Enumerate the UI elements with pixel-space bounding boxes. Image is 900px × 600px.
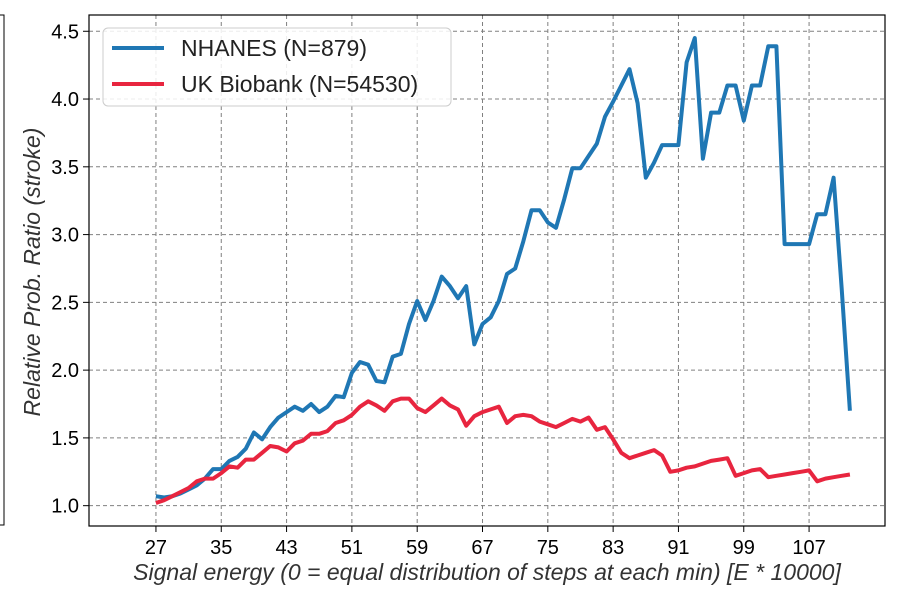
neighbor-axis-edge <box>0 14 5 526</box>
x-tick-label: 27 <box>145 537 167 559</box>
legend-label: NHANES (N=879) <box>181 35 367 61</box>
y-tick-label: 3.0 <box>51 225 79 247</box>
x-tick-label: 67 <box>471 537 493 559</box>
tick-labels: 27 35 43 51 59 67 75 83 91 99 107 1.0 1.5 2.0 2.5 3.0 3.… <box>51 21 826 559</box>
x-tick-label: 43 <box>275 537 297 559</box>
series-line-uk-biobank <box>155 396 851 505</box>
legend-box <box>102 27 452 107</box>
y-tick-label: 4.0 <box>51 89 79 111</box>
series-lines <box>155 36 852 505</box>
ticks <box>83 30 810 532</box>
x-tick-label: 91 <box>667 537 689 559</box>
y-tick-label: 1.0 <box>51 496 79 518</box>
plot-frame <box>88 14 886 527</box>
x-axis-label: Signal energy (0 = equal distribution of… <box>133 559 841 585</box>
x-tick-label: 35 <box>210 537 232 559</box>
series-line-nhanes <box>155 36 852 500</box>
x-tick-label: 107 <box>792 537 825 559</box>
y-tick-label: 3.5 <box>51 157 79 179</box>
legend-label: UK Biobank (N=54530) <box>181 71 418 97</box>
x-tick-label: 51 <box>341 537 363 559</box>
x-tick-label: 59 <box>406 537 428 559</box>
x-tick-label: 75 <box>537 537 559 559</box>
x-tick-label: 99 <box>733 537 755 559</box>
y-axis-label: Relative Prob. Ratio (stroke) <box>19 128 45 417</box>
legend: NHANES (N=879) UK Biobank (N=54530) <box>102 27 452 107</box>
y-tick-label: 4.5 <box>51 21 79 43</box>
x-tick-label: 83 <box>602 537 624 559</box>
y-tick-label: 1.5 <box>51 428 79 450</box>
y-tick-label: 2.0 <box>51 360 79 382</box>
y-tick-label: 2.5 <box>51 292 79 314</box>
